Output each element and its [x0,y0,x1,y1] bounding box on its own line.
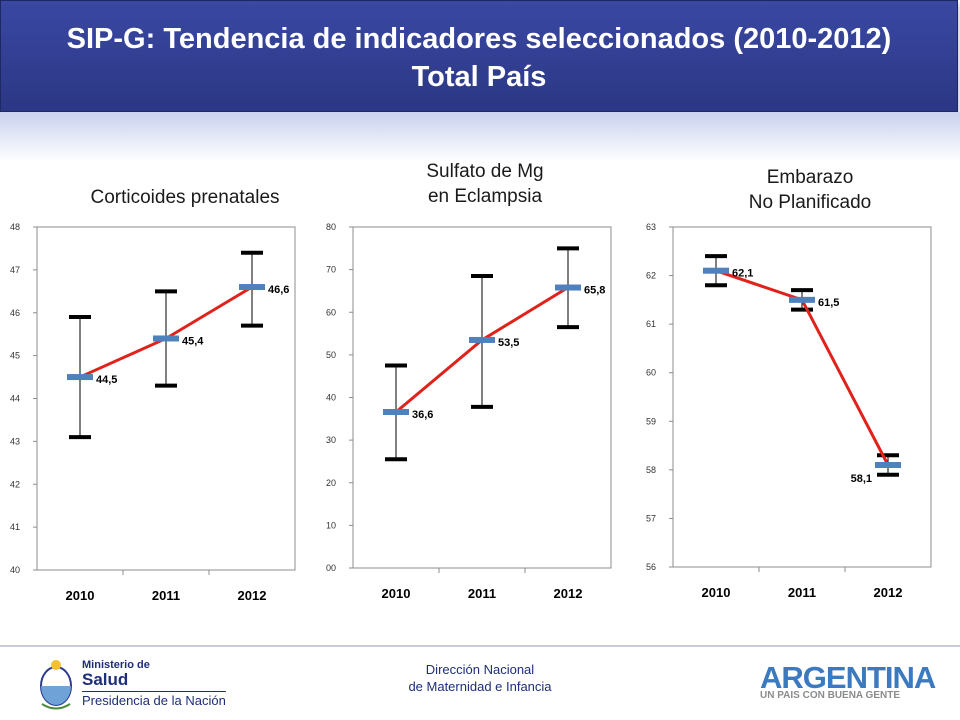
argentina-logo: ARGENTINA UN PAIS CON BUENA GENTE [760,660,940,704]
footer-center-text: Dirección Nacional de Maternidad e Infan… [380,661,580,695]
chart-1-y-tick-label: 44 [10,394,20,404]
chart-2-title: Sulfato de Mg en Eclampsia [335,159,635,209]
chart-2-y-tick-label: 20 [326,478,336,488]
chart-3-title-line-1: Embarazo [766,167,854,188]
footer-center-line-2: de Maternidad e Infancia [408,679,552,694]
chart-3-title-line-2: No Planificado [748,192,872,213]
chart-2-title-line-1: Sulfato de Mg [426,161,544,182]
chart-2-y-tick-label: 40 [326,393,336,403]
chart-2-y-tick-label: 70 [326,265,336,275]
coat-of-arms-icon [40,660,72,710]
chart-2-y-tick-label: 00 [326,563,336,573]
brand-name: ARGENTINA [760,660,936,695]
chart-3-y-tick-label: 56 [646,562,656,572]
chart-3-y-tick-label: 60 [646,368,656,378]
chart-3-x-tick-label: 2012 [874,585,903,600]
chart-1-y-tick-label: 43 [10,436,20,446]
chart-2-y-tick-label: 50 [326,350,336,360]
chart-3-y-tick-label: 62 [646,271,656,281]
chart-2-data-point [555,284,581,291]
chart-2-x-tick-label: 2010 [382,586,411,601]
chart-1-data-label: 44,5 [96,374,117,386]
chart-1-x-tick-label: 2012 [238,588,267,603]
ministry-line-2: Salud [82,670,129,689]
chart-2-data-point [383,408,409,415]
chart-2-y-tick-label: 30 [326,435,336,445]
chart-1-y-tick-label: 48 [10,222,20,232]
chart-2-x-tick-label: 2011 [468,586,496,601]
chart-1-title: Corticoides prenatales [30,185,340,210]
chart-1-title-line: Corticoides prenatales [90,187,280,208]
ministry-line-1: Ministerio de [82,659,150,671]
chart-3-y-tick-label: 61 [646,319,656,329]
chart-1-y-tick-label: 41 [10,522,20,532]
chart-1-data-label: 46,6 [268,284,289,296]
chart-3-y-tick-label: 57 [646,513,656,523]
chart-2-data-label: 65,8 [584,285,605,297]
footer-divider [0,645,960,647]
title-glow [0,112,960,162]
chart-1-y-tick-label: 46 [10,308,20,318]
chart-1-x-tick-label: 2011 [152,588,180,603]
chart-3-x-tick-label: 2010 [702,585,731,600]
chart-1-y-tick-label: 42 [10,479,20,489]
chart-2-y-tick-label: 80 [326,222,336,232]
brand-tagline: UN PAIS CON BUENA GENTE [760,690,901,701]
chart-3-y-tick-label: 63 [646,222,656,232]
title-banner: SIP-G: Tendencia de indicadores seleccio… [0,0,958,112]
chart-2-title-line-2: en Eclampsia [427,186,543,207]
chart-1-plot-area [36,226,296,571]
chart-3-data-point [703,267,729,274]
chart-3-data-label: 61,5 [818,297,839,309]
chart-1-data-label: 45,4 [182,335,204,347]
chart-3-title: Embarazo No Planificado [660,165,960,215]
chart-1-data-point [153,335,179,342]
chart-3-data-label: 58,1 [851,473,872,485]
chart-3-data-label: 62,1 [732,268,753,280]
chart-2-y-tick-label: 60 [326,307,336,317]
chart-2-x-tick-label: 2012 [554,586,583,601]
chart-1-y-tick-label: 45 [10,351,20,361]
chart-2-data-label: 53,5 [498,337,519,349]
chart-3-data-point [875,462,901,468]
chart-3-data-point [789,296,815,303]
chart-1-data-point [67,374,93,381]
chart-3-plot-area [672,226,932,568]
page-title: SIP-G: Tendencia de indicadores seleccio… [66,23,892,55]
chart-3-x-tick-label: 2011 [788,585,816,600]
chart-1-data-point [239,284,265,291]
footer-center-line-1: Dirección Nacional [425,662,535,677]
chart-2-y-tick-label: 10 [326,520,336,530]
page-subtitle: Total País [411,61,547,93]
ministry-line-3: Presidencia de la Nación [82,691,226,708]
chart-1-y-tick-label: 40 [10,565,20,575]
chart-3-y-tick-label: 58 [646,465,656,475]
chart-3-y-tick-label: 59 [646,416,656,426]
chart-2-data-label: 36,6 [412,409,433,421]
ministry-logo: Ministerio de Salud Presidencia de la Na… [36,657,226,713]
chart-2-data-point [469,336,495,343]
chart-1-y-tick-label: 47 [10,265,20,275]
chart-1-x-tick-label: 2010 [66,588,95,603]
